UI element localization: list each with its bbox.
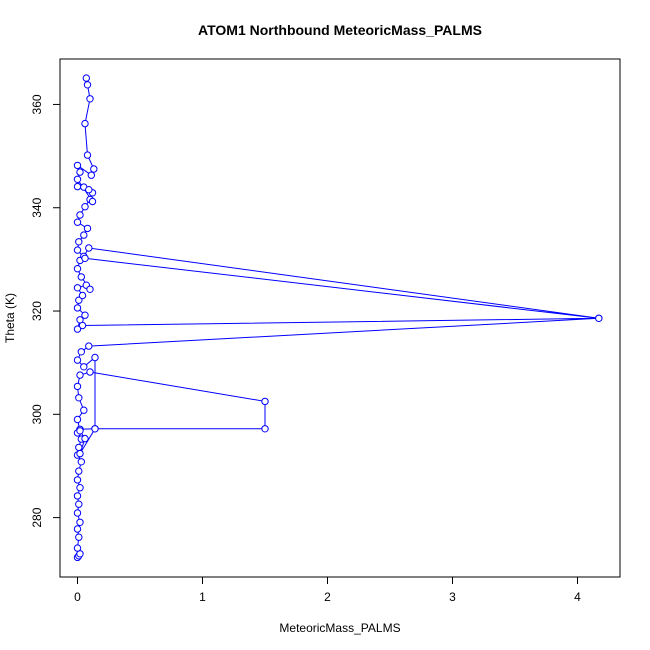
data-point [595, 314, 603, 322]
data-point [73, 284, 82, 292]
data-point [86, 95, 94, 103]
data-point [73, 492, 82, 500]
data-point [73, 509, 82, 517]
data-point [88, 197, 97, 206]
data-point [76, 168, 84, 176]
data-point [73, 175, 82, 184]
y-tick-label: 340 [30, 197, 44, 217]
data-point [75, 533, 83, 541]
data-point [76, 484, 84, 492]
data-point [76, 427, 84, 435]
data-point [261, 397, 269, 406]
data-point [81, 311, 89, 319]
data-point [77, 458, 86, 466]
data-point [78, 291, 87, 300]
data-point [73, 325, 82, 333]
x-axis: 0 1 2 3 4 [74, 576, 581, 604]
data-point [75, 443, 83, 452]
data-point [76, 371, 84, 379]
data-point [77, 348, 86, 356]
data-point [73, 476, 82, 484]
data-point [73, 161, 82, 170]
data-point [75, 296, 83, 304]
plot-frame [59, 58, 621, 578]
data-point [73, 265, 82, 273]
data-point [76, 449, 84, 458]
data-point [261, 425, 269, 433]
series-points [73, 74, 603, 562]
data-point [80, 406, 88, 414]
data-point [83, 81, 92, 89]
data-point [90, 165, 98, 173]
x-axis-label: MeteoricMass_PALMS [279, 621, 400, 635]
data-point [86, 368, 94, 376]
data-point [73, 544, 82, 552]
data-point [76, 316, 84, 324]
data-point [81, 254, 89, 262]
data-point [85, 342, 93, 350]
y-tick-label: 320 [30, 301, 44, 321]
data-point [81, 203, 89, 211]
y-axis-label: Theta (K) [3, 293, 17, 343]
data-point [83, 224, 92, 233]
data-point [77, 273, 86, 281]
chart-title: ATOM1 Northbound MeteoricMass_PALMS [198, 22, 482, 38]
data-point [73, 415, 82, 424]
data-point [81, 434, 89, 443]
data-point [76, 518, 84, 526]
x-tick-label: 2 [324, 590, 331, 604]
x-tick-label: 3 [449, 590, 456, 604]
data-point [82, 74, 91, 82]
data-point [76, 211, 84, 219]
data-point [73, 218, 82, 226]
data-point [73, 525, 82, 533]
data-point [80, 231, 88, 239]
data-point [73, 382, 82, 391]
series-line [76, 78, 599, 558]
data-point [75, 467, 83, 475]
y-tick-label: 280 [30, 507, 44, 527]
data-point [81, 119, 89, 128]
data-point [80, 363, 88, 371]
data-point [91, 425, 99, 433]
data-point [73, 246, 82, 254]
x-tick-label: 0 [74, 590, 81, 604]
data-point [75, 500, 83, 508]
data-point [85, 186, 93, 194]
y-tick-label: 360 [30, 94, 44, 114]
data-point [73, 304, 82, 312]
x-tick-label: 1 [199, 590, 206, 604]
data-point [87, 171, 96, 179]
data-point [73, 356, 82, 364]
x-tick-label: 4 [574, 590, 581, 604]
y-tick-label: 300 [30, 404, 44, 424]
data-point [85, 244, 93, 252]
data-point [83, 151, 92, 159]
data-point [73, 182, 82, 191]
y-axis: 280 300 320 340 360 [30, 94, 61, 528]
series-path [76, 78, 599, 558]
data-point [75, 394, 83, 402]
data-point [75, 238, 83, 246]
data-point [91, 353, 99, 362]
data-point [86, 285, 94, 293]
